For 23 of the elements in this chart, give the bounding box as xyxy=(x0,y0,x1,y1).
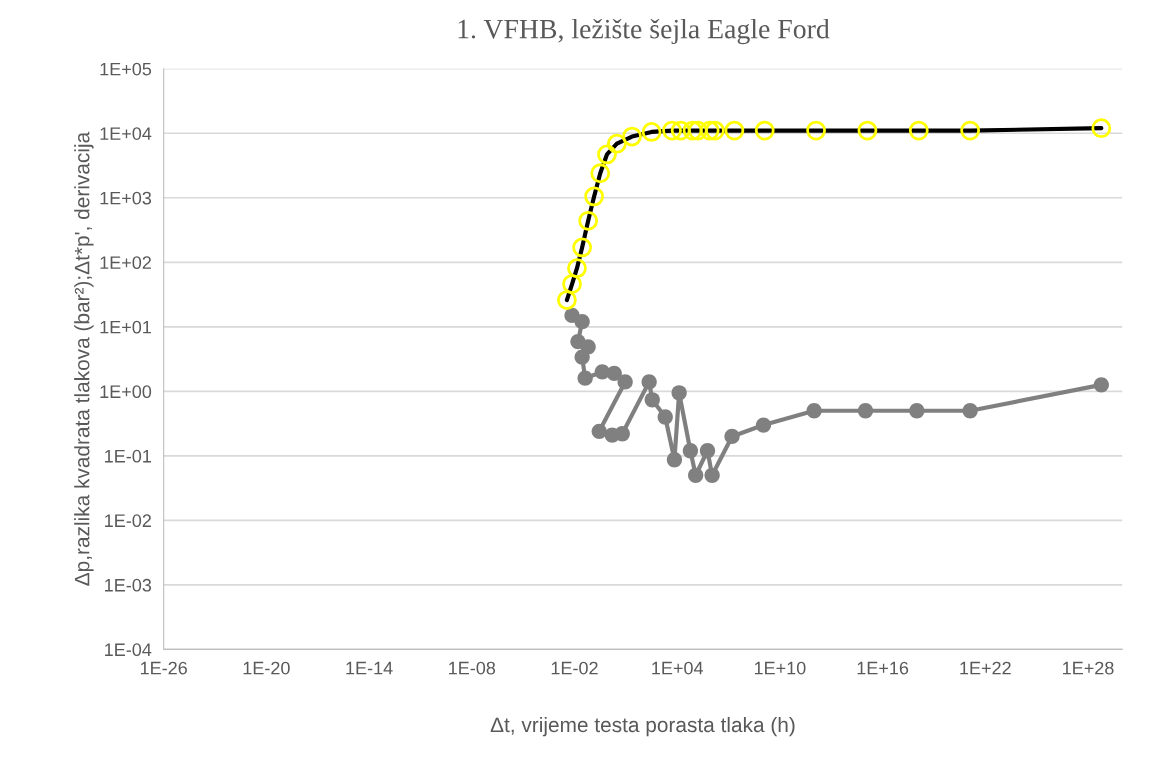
y-tick-label: 1E+05 xyxy=(100,62,152,76)
y-axis-title: Δp,razlika kvadrata tlakova (bar²);Δt*p', derivacija xyxy=(74,131,94,586)
x-tick-label: 1E-08 xyxy=(449,661,496,675)
y-tick-label: 1E+03 xyxy=(100,191,152,205)
y-tick-label: 1E-02 xyxy=(105,514,151,528)
y-tick-label: 1E-03 xyxy=(105,578,152,592)
x-tick-label: 1E+16 xyxy=(857,661,909,675)
x-axis-title: Δt, vrijeme testa porasta tlaka (h) xyxy=(490,716,795,737)
x-tick-label: 1E-14 xyxy=(346,661,393,675)
x-tick-label: 1E-02 xyxy=(551,661,598,675)
y-tick-label: 1E-04 xyxy=(105,643,152,657)
x-tick-label: 1E+22 xyxy=(960,661,1011,675)
x-tick-label: 1E+04 xyxy=(652,661,704,675)
x-tick-label: 1E+10 xyxy=(754,661,806,675)
y-tick-label: 1E+02 xyxy=(100,256,151,270)
y-tick-label: 1E+04 xyxy=(100,127,152,140)
x-tick-label: 1E-26 xyxy=(140,661,187,675)
x-tick-label: 1E+28 xyxy=(1063,661,1114,675)
y-tick-label: 1E+01 xyxy=(100,320,151,334)
y-tick-label: 1E-01 xyxy=(105,449,151,463)
chart-title: 1. VFHB, ležište šejla Eagle Ford xyxy=(458,18,830,45)
x-tick-label: 1E-20 xyxy=(243,661,290,675)
y-tick-label: 1E+00 xyxy=(100,385,152,399)
